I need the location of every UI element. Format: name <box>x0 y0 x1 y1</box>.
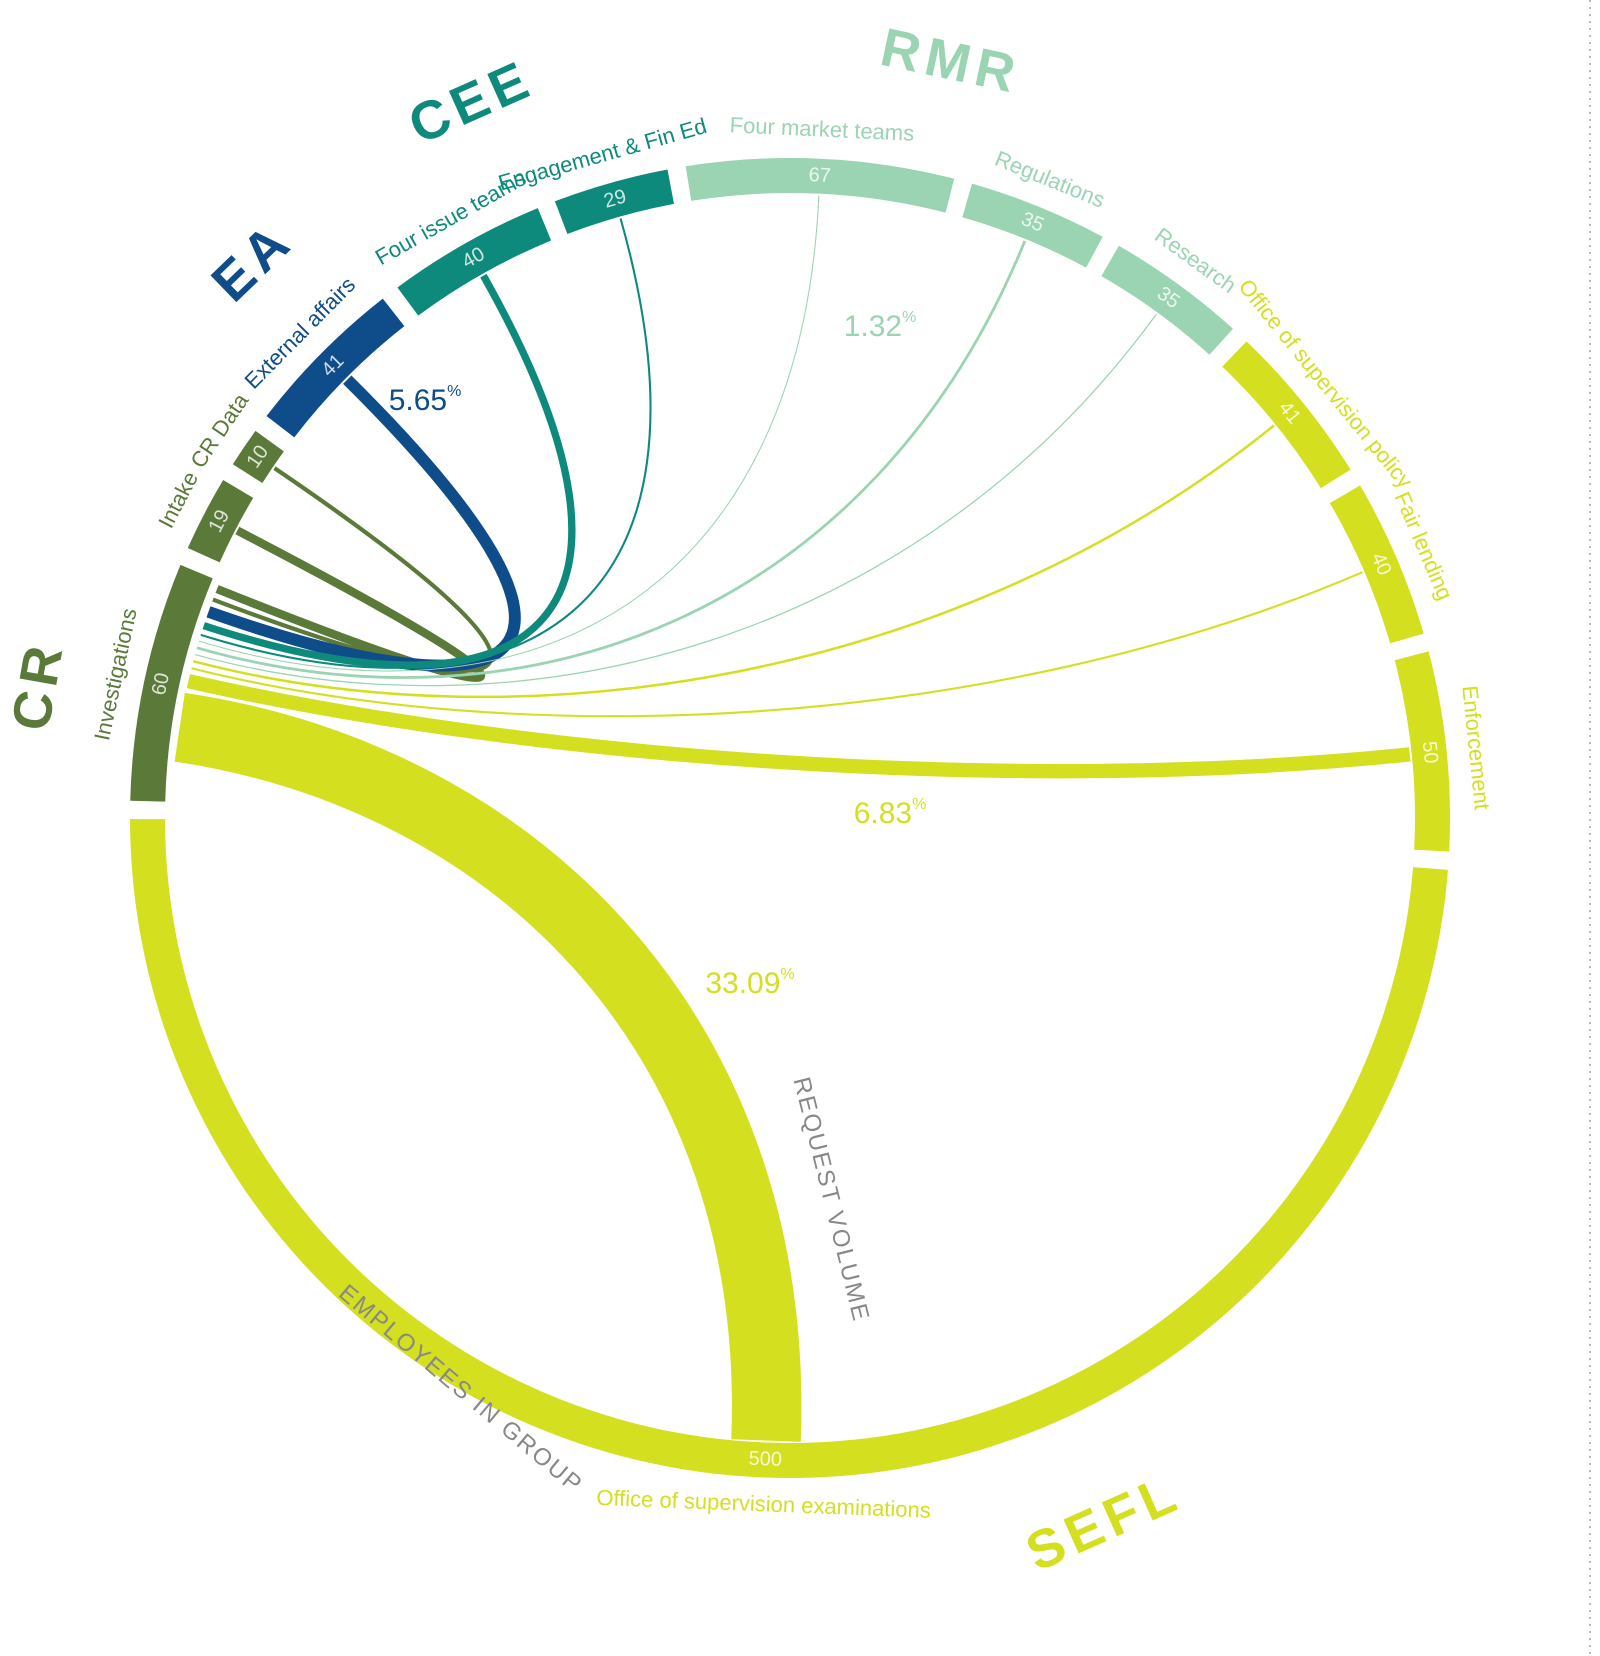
arcs <box>130 158 1450 1478</box>
chord <box>196 240 1027 679</box>
group-label: CR <box>1 636 76 735</box>
segment-arc <box>685 158 955 213</box>
segment-arc <box>1222 341 1351 489</box>
chord <box>194 313 1157 687</box>
segment-arc <box>1329 485 1424 644</box>
chord <box>186 674 1411 779</box>
percent-unit: % <box>780 966 794 983</box>
chord <box>192 424 1275 699</box>
chord <box>215 526 486 683</box>
percent-label: 6.83% <box>854 796 927 830</box>
percent-value: 33.09 <box>705 967 780 1000</box>
chord <box>202 273 576 669</box>
percent-unit: % <box>447 383 461 400</box>
percent-value: 5.65 <box>389 384 447 417</box>
chord <box>200 218 652 669</box>
segment-arc <box>1394 651 1450 852</box>
percent-label: 33.09% <box>705 966 794 1000</box>
segment-name: Investigations <box>89 606 141 743</box>
segment-value: 50 <box>1418 740 1442 764</box>
axis-label: REQUEST VOLUME <box>788 1074 875 1325</box>
segment-value: 60 <box>148 671 174 697</box>
segment-arc <box>397 208 552 316</box>
segment-name: Engagement & Fin Ed <box>495 113 709 196</box>
group-label: CEE <box>400 48 542 155</box>
percent-unit: % <box>902 309 916 326</box>
percent-label: 1.32% <box>844 309 917 343</box>
chord <box>174 692 802 1442</box>
segment-value: 500 <box>748 1448 782 1471</box>
segment-arc <box>554 169 675 234</box>
segment-name: Enforcement <box>1457 684 1495 811</box>
chord <box>206 375 521 672</box>
group-label: EA <box>200 210 304 314</box>
group-label: SEFL <box>1017 1462 1189 1583</box>
segment-arc <box>266 298 405 438</box>
chords <box>174 195 1411 1442</box>
segment-name: Four market teams <box>729 112 915 146</box>
chord <box>198 195 820 672</box>
segment-arc <box>130 564 213 802</box>
percent-unit: % <box>912 796 926 813</box>
chord <box>191 571 1363 718</box>
percent-label: 5.65% <box>389 383 462 417</box>
percent-value: 6.83 <box>854 797 912 830</box>
segment-value: 67 <box>808 164 831 187</box>
segment-arc <box>232 430 284 484</box>
segment-name: Office of supervision examinations <box>596 1485 931 1523</box>
segment-arc <box>1101 245 1233 355</box>
segment-arc <box>187 479 254 563</box>
axis-label: EMPLOYEES IN GROUP <box>334 1279 588 1499</box>
segment-arc <box>962 183 1103 268</box>
group-label: RMR <box>876 17 1026 105</box>
segment-name: Intake <box>153 467 203 532</box>
percent-value: 1.32 <box>844 310 902 343</box>
